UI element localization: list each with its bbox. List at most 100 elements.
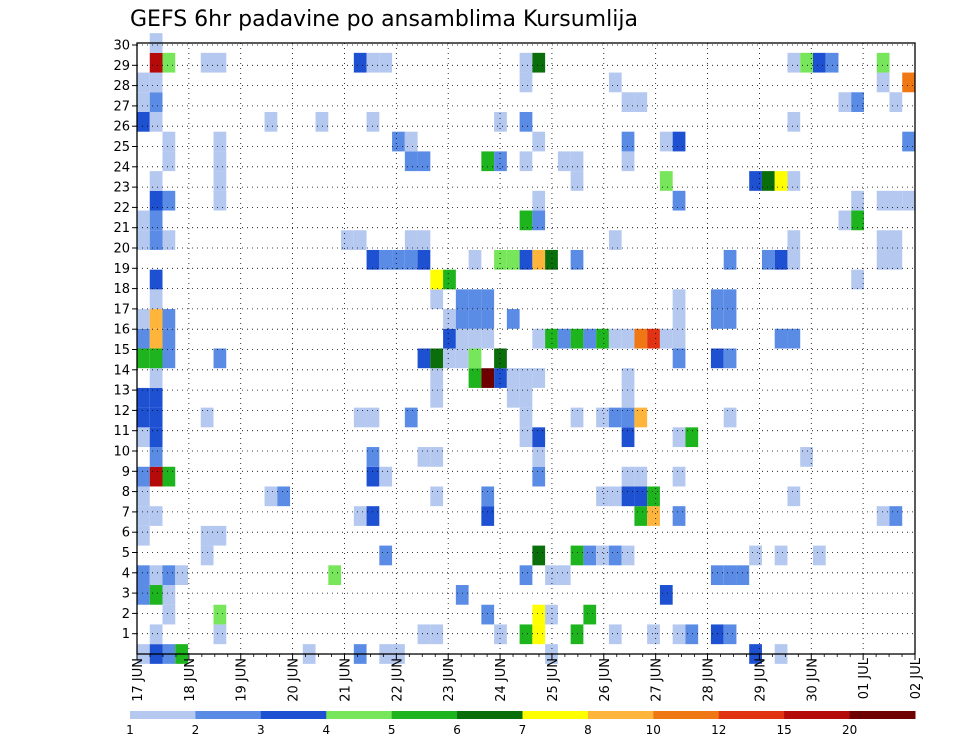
heatmap-cell <box>621 486 635 507</box>
heatmap-cell <box>213 131 227 152</box>
heatmap-cell <box>838 210 852 231</box>
heatmap-cell <box>787 230 801 250</box>
y-tick-label: 2 <box>122 607 130 622</box>
heatmap-cell <box>392 249 405 270</box>
heatmap-cell <box>596 545 609 566</box>
heatmap-cell <box>532 466 546 487</box>
legend-swatch <box>653 711 720 719</box>
heatmap-cell <box>519 624 533 645</box>
heatmap-cell <box>392 131 405 152</box>
heatmap-cell <box>621 92 635 112</box>
x-tick-label: 23 JUN <box>442 658 457 702</box>
heatmap-cell <box>417 151 431 172</box>
heatmap-cell <box>634 506 648 526</box>
heatmap-cell <box>774 171 788 191</box>
y-tick-label: 23 <box>113 181 130 196</box>
heatmap-cell <box>659 585 673 605</box>
heatmap-cell <box>519 249 533 270</box>
heatmap-cell <box>723 309 737 329</box>
heatmap-cell <box>621 466 635 487</box>
legend-label: 7 <box>519 723 527 737</box>
heatmap-cell <box>149 565 163 586</box>
heatmap-cell <box>851 92 864 112</box>
heatmap-cell <box>481 486 495 507</box>
heatmap-cell <box>162 565 176 586</box>
heatmap-cell <box>468 249 482 270</box>
heatmap-cell <box>774 328 788 349</box>
heatmap-cell <box>366 52 380 73</box>
heatmap-cell <box>213 52 227 73</box>
heatmap-cell <box>149 328 163 349</box>
heatmap-cell <box>455 289 469 310</box>
legend-swatch <box>326 711 393 719</box>
heatmap-cell <box>149 309 163 329</box>
heatmap-cell <box>353 407 367 428</box>
heatmap-cell <box>137 427 150 448</box>
y-tick-label: 12 <box>113 404 130 419</box>
heatmap-cell <box>417 249 431 270</box>
y-tick-label: 1 <box>122 627 130 642</box>
x-tick-label: 27 JUN <box>650 658 665 702</box>
heatmap-cell <box>608 407 622 428</box>
heatmap-cell <box>672 348 686 369</box>
y-tick-label: 3 <box>122 587 130 602</box>
heatmap-cell <box>812 52 826 73</box>
heatmap-cell <box>787 486 801 507</box>
heatmap-cell <box>672 427 686 448</box>
heatmap-cell <box>277 486 291 507</box>
y-tick-label: 6 <box>122 526 130 541</box>
y-tick-label: 18 <box>113 282 130 297</box>
heatmap-cell <box>481 506 495 526</box>
heatmap-cell <box>366 249 380 270</box>
legend-swatch <box>587 711 654 719</box>
heatmap-cell <box>443 348 456 369</box>
heatmap-cell <box>621 328 635 349</box>
heatmap-cell <box>213 171 227 191</box>
heatmap-cell <box>149 72 163 93</box>
heatmap-cell <box>723 289 737 310</box>
heatmap-cell <box>902 72 915 93</box>
legend-swatch <box>457 711 523 719</box>
heatmap-cell <box>570 545 584 566</box>
heatmap-cell <box>506 309 520 329</box>
heatmap-cell <box>634 407 648 428</box>
legend-swatch <box>195 711 262 719</box>
heatmap-cell <box>149 190 163 211</box>
heatmap-cell <box>430 624 444 645</box>
legend-label: 3 <box>257 723 265 737</box>
heatmap-cell <box>468 368 482 388</box>
x-tick-label: 28 JUN <box>702 658 717 702</box>
heatmap-cell <box>532 368 546 388</box>
heatmap-cell <box>532 604 546 625</box>
heatmap-cell <box>137 466 150 487</box>
y-tick-label: 15 <box>113 343 130 358</box>
legend-label: 4 <box>322 723 330 737</box>
heatmap-cell <box>468 289 482 310</box>
heatmap-cell <box>481 604 495 625</box>
legend-swatch <box>718 711 785 719</box>
heatmap-cell <box>519 72 533 93</box>
y-tick-label: 13 <box>113 384 130 399</box>
heatmap-cell <box>710 289 724 310</box>
heatmap-cell <box>519 427 533 448</box>
heatmap-cell <box>774 249 788 270</box>
legend-swatch <box>391 711 458 719</box>
heatmap-cell <box>647 506 660 526</box>
legend-label: 8 <box>584 723 592 737</box>
heatmap-cell <box>519 387 533 408</box>
heatmap-cell <box>353 506 367 526</box>
heatmap-cell <box>634 92 648 112</box>
heatmap-cell <box>749 545 762 566</box>
heatmap-cell <box>430 387 444 408</box>
heatmap-cell <box>749 171 762 191</box>
heatmap-cell <box>264 111 278 132</box>
heatmap-cell <box>494 368 507 388</box>
heatmap-cell <box>404 249 418 270</box>
heatmap-cell <box>876 230 890 250</box>
heatmap-cell <box>557 565 571 586</box>
heatmap-cell <box>608 328 622 349</box>
heatmap-cell <box>902 190 915 211</box>
heatmap-cell <box>710 565 724 586</box>
heatmap-cell <box>557 151 571 172</box>
heatmap-cell <box>137 387 150 408</box>
